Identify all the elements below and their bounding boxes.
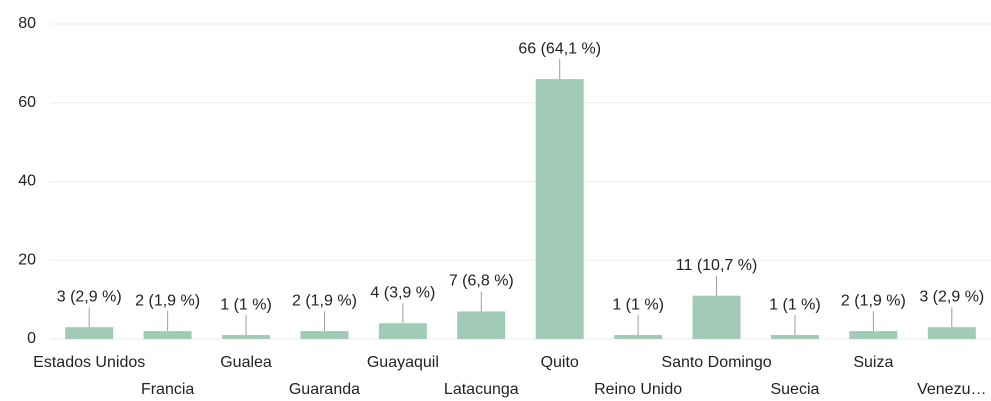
y-tick-label: 0	[27, 330, 36, 347]
value-label: 1 (1 %)	[612, 296, 664, 313]
y-tick-label: 40	[18, 173, 36, 190]
value-label: 2 (1,9 %)	[841, 292, 906, 309]
x-tick-label: Reino Unido	[594, 381, 682, 398]
x-tick-label: Quito	[541, 354, 579, 371]
x-tick-label: Guayaquil	[367, 354, 439, 371]
value-label: 3 (2,9 %)	[57, 288, 122, 305]
y-tick-label: 20	[18, 251, 36, 268]
bar	[65, 327, 114, 339]
x-tick-label: Suecia	[770, 381, 819, 398]
bar	[222, 335, 271, 339]
value-label: 1 (1 %)	[769, 296, 821, 313]
bar	[692, 295, 741, 339]
bar	[927, 327, 976, 339]
bar	[457, 311, 506, 339]
value-label: 11 (10,7 %)	[676, 257, 758, 274]
y-tick-label: 60	[18, 94, 36, 111]
x-tick-label: Estados Unidos	[33, 354, 145, 371]
bar	[378, 323, 427, 339]
value-label: 7 (6,8 %)	[449, 273, 514, 290]
value-label: 3 (2,9 %)	[919, 288, 984, 305]
bar	[143, 331, 192, 339]
value-label: 66 (64,1 %)	[518, 40, 601, 57]
value-label: 4 (3,9 %)	[370, 284, 435, 301]
bar	[770, 335, 819, 339]
x-tick-label: Santo Domingo	[661, 354, 771, 371]
x-tick-label: Guaranda	[289, 381, 360, 398]
x-tick-label: Francia	[141, 381, 194, 398]
x-tick-label: Gualea	[220, 354, 272, 371]
value-label: 2 (1,9 %)	[292, 292, 357, 309]
bar	[849, 331, 898, 339]
bar	[535, 79, 584, 339]
value-label: 1 (1 %)	[220, 296, 272, 313]
x-tick-label: Venezu…	[917, 381, 986, 398]
x-tick-label: Suiza	[853, 354, 893, 371]
x-tick-label: Latacunga	[444, 381, 519, 398]
bar	[614, 335, 663, 339]
value-label: 2 (1,9 %)	[135, 292, 200, 309]
y-tick-label: 80	[18, 15, 36, 32]
bar	[300, 331, 349, 339]
